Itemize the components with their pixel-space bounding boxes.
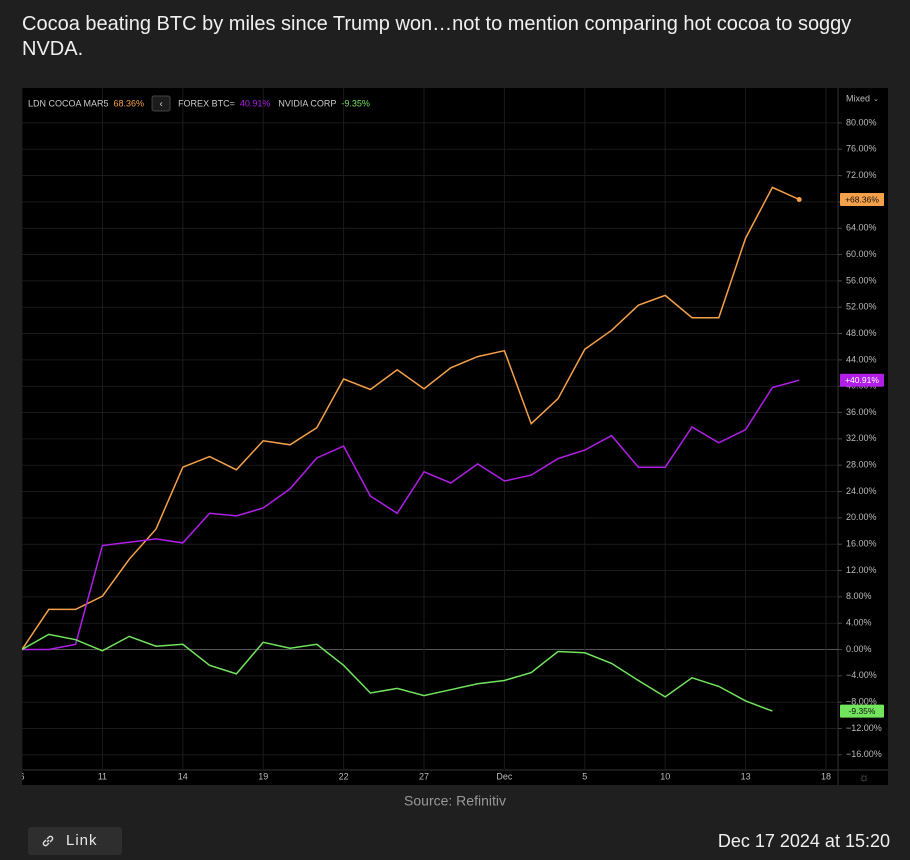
- x-tick-label: 11: [98, 771, 107, 781]
- y-tick-label: 8.00%: [846, 591, 872, 601]
- x-tick-label: 10: [660, 771, 670, 781]
- x-tick-label: 14: [178, 771, 188, 781]
- last-value-badge: [840, 704, 884, 718]
- y-tick-label: 64.00%: [846, 223, 877, 233]
- last-point: [796, 197, 802, 203]
- legend-collapse-button: [151, 95, 171, 112]
- y-tick-label: 72.00%: [846, 170, 877, 180]
- legend-value: -9.35%: [341, 98, 370, 108]
- chart: Mixed ⌄ ☼ Source: Refinitiv −16.00% −12.0…: [19, 88, 888, 809]
- overlay: −16.00% −12.00% −8.00% −4.00% 0.00% 4.00% 8.00…: [19, 95, 884, 781]
- last-value-label: -9.35%: [849, 706, 876, 716]
- series-line: [22, 186, 800, 650]
- source: Source: Refinitiv: [404, 793, 506, 809]
- y-tick-label: 48.00%: [846, 328, 877, 338]
- post-text: Cocoa beating BTC by miles since Trump w…: [22, 13, 852, 60]
- y-tick-label: 52.00%: [846, 302, 877, 312]
- y-tick-label: 80.00%: [846, 117, 877, 127]
- legend-name: LDN COCOA MAR5: [28, 98, 109, 108]
- y-tick-label: 56.00%: [846, 275, 877, 285]
- legend-value: 68.36%: [114, 98, 145, 108]
- legend-value: 40.91%: [240, 98, 271, 108]
- y-tick-label: 44.00%: [846, 354, 877, 364]
- y-tick-label: 24.00%: [846, 486, 877, 496]
- legend-name: FOREX BTC=: [178, 98, 235, 108]
- dropdown-caret: ⌄: [873, 96, 879, 103]
- x-tick-label: 5: [582, 771, 587, 781]
- y-tick-label: 76.00%: [846, 144, 877, 154]
- last-value-label: +68.36%: [845, 194, 879, 204]
- x-tick-label: 27: [419, 771, 429, 781]
- last-value-label: +40.91%: [845, 375, 879, 385]
- y-tick-label: 28.00%: [846, 460, 877, 470]
- x-tick-label: 19: [258, 771, 268, 781]
- y-tick-label: 12.00%: [846, 565, 877, 575]
- series-line: [22, 379, 800, 651]
- legend-name: NVIDIA CORP: [278, 98, 336, 108]
- y-tick-label: −16.00%: [846, 749, 882, 759]
- x-tick-label: 6: [19, 771, 24, 781]
- x-tick-label: Dec: [496, 771, 513, 781]
- x-tick-label: 18: [821, 771, 831, 781]
- y-tick-label: 0.00%: [846, 644, 872, 654]
- x-tick-label: 22: [339, 771, 349, 781]
- chart-panel: [22, 88, 888, 785]
- y-tick-label: 36.00%: [846, 407, 877, 417]
- plot-area: [22, 186, 802, 712]
- y-tick-label: 16.00%: [846, 539, 877, 549]
- y-tick-label: 4.00%: [846, 618, 872, 628]
- y-tick-label: 32.00%: [846, 433, 877, 443]
- y-tick-label: −4.00%: [846, 670, 877, 680]
- scale-mode[interactable]: Mixed: [846, 93, 870, 103]
- link-button[interactable]: Link: [28, 827, 122, 855]
- x-tick-label: 13: [741, 771, 751, 781]
- y-tick-label: −12.00%: [846, 723, 882, 733]
- link-icon: [42, 835, 54, 847]
- link-label: Link: [66, 832, 98, 849]
- timestamp: Dec 17 2024 at 15:20: [717, 831, 890, 851]
- last-value-badge: [840, 373, 884, 387]
- series-line: [22, 633, 773, 712]
- grid: [21, 88, 838, 770]
- legend-collapse-icon: ‹: [160, 98, 163, 108]
- y-tick-label: −8.00%: [846, 697, 877, 707]
- y-tick-label: 20.00%: [846, 512, 877, 522]
- settings-icon[interactable]: ☼: [859, 770, 870, 784]
- y-tick-label: 60.00%: [846, 249, 877, 259]
- last-value-badge: [840, 193, 884, 207]
